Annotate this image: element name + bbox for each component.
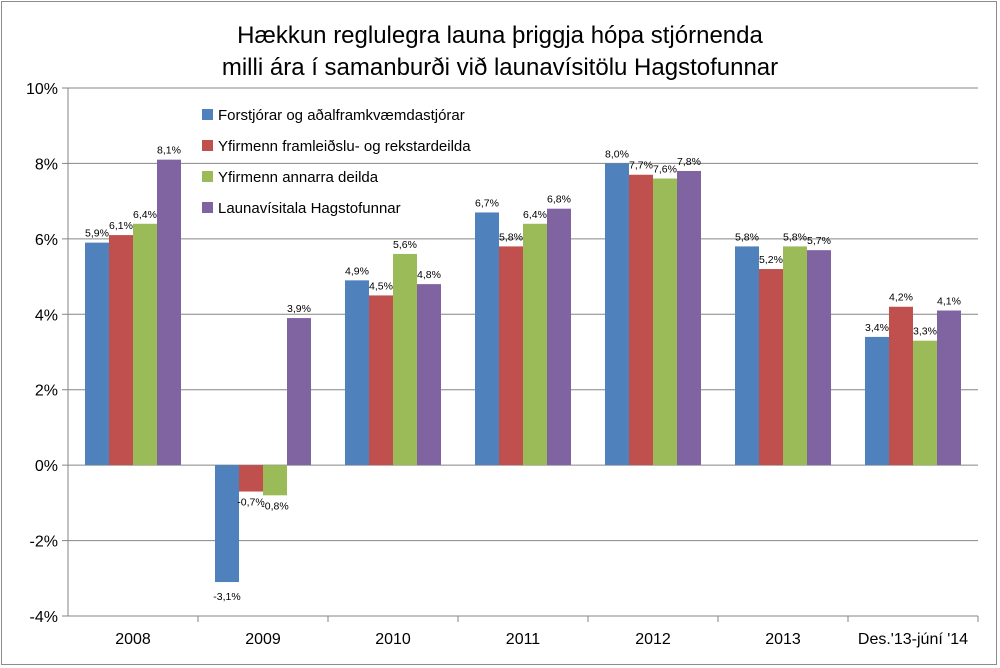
data-label: 6,7%	[475, 197, 499, 209]
bar	[215, 465, 239, 583]
bar	[913, 340, 937, 466]
chart-title-line-1: Hækkun reglulegra launa þriggja hópa stj…	[237, 22, 763, 49]
legend-label: Yfirmenn framleiðslu- og rekstardeilda	[218, 138, 471, 155]
legend-swatch	[202, 202, 213, 213]
bar	[547, 208, 571, 466]
y-tick-label: 8%	[35, 156, 58, 173]
bar	[157, 159, 181, 466]
bar	[889, 306, 913, 466]
data-label: 3,9%	[287, 303, 311, 315]
bar	[783, 246, 807, 466]
data-label: 4,8%	[417, 269, 441, 281]
y-axis-tick-labels: 10% 8% 6% 4% 2% 0% -2% -4%	[26, 81, 58, 626]
y-tick-label: -4%	[30, 609, 58, 626]
data-label: 4,1%	[937, 296, 961, 308]
y-tick-label: -2%	[30, 534, 58, 551]
legend-swatch	[202, 140, 213, 151]
data-label: 8,0%	[605, 148, 629, 160]
y-tick-label: 2%	[35, 383, 58, 400]
bar	[133, 223, 157, 466]
data-label: -0,7%	[237, 497, 264, 509]
x-category-label: 2009	[245, 631, 281, 648]
bar	[677, 170, 701, 466]
data-label: 5,8%	[499, 231, 523, 243]
x-category-label: 2008	[115, 631, 151, 648]
bar	[345, 280, 369, 466]
data-label: 4,9%	[345, 265, 369, 277]
data-label: -0,8%	[261, 500, 288, 512]
bar	[807, 250, 831, 466]
data-label: 5,7%	[807, 235, 831, 247]
chart-title: Hækkun reglulegra launa þriggja hópa stj…	[0, 20, 1000, 84]
legend-label: Forstjórar og aðalframkvæmdastjórar	[218, 107, 465, 124]
legend-swatch	[202, 171, 213, 182]
data-label: 7,6%	[653, 164, 677, 176]
bar	[109, 235, 133, 466]
y-tick-label: 0%	[35, 458, 58, 475]
bar	[239, 465, 263, 492]
data-label: 6,8%	[547, 194, 571, 206]
data-label: 4,5%	[369, 280, 393, 292]
data-label: -3,1%	[213, 591, 240, 603]
x-category-label: 2013	[765, 631, 801, 648]
legend: Forstjórar og aðalframkvæmdastjórar Yfirm…	[202, 107, 471, 217]
bar	[653, 178, 677, 466]
chart-title-line-2: milli ára í samanburði við launavísitölu…	[221, 54, 779, 81]
data-label: 5,9%	[85, 228, 109, 240]
data-label: 6,1%	[109, 220, 133, 232]
y-tick-label: 6%	[35, 232, 58, 249]
bar	[287, 318, 311, 466]
x-category-label: 2010	[375, 631, 411, 648]
data-label: 7,7%	[629, 160, 653, 172]
data-label: 5,6%	[393, 239, 417, 251]
data-label: 4,2%	[889, 292, 913, 304]
data-label: 3,4%	[865, 322, 889, 334]
data-labels: 5,9%6,1%6,4%8,1%-3,1%-0,7%-0,8%3,9%4,9%4…	[85, 145, 961, 603]
data-label: 5,8%	[783, 231, 807, 243]
bar	[85, 242, 109, 466]
x-category-label: 2011	[506, 631, 541, 648]
y-tick-label: 4%	[35, 307, 58, 324]
bar	[263, 465, 287, 496]
bars	[85, 159, 961, 583]
bar	[523, 223, 547, 466]
data-label: 6,4%	[523, 209, 547, 221]
data-label: 5,8%	[735, 231, 759, 243]
bar	[475, 212, 499, 466]
data-label: 3,3%	[913, 326, 937, 338]
y-tick-label: 10%	[26, 81, 58, 98]
bar	[369, 295, 393, 466]
bar	[393, 253, 417, 466]
bar	[629, 174, 653, 466]
legend-label: Yfirmenn annarra deilda	[218, 169, 379, 186]
bar	[759, 269, 783, 466]
bar	[735, 246, 759, 466]
legend-label: Launavísitala Hagstofunnar	[218, 200, 401, 217]
bar	[499, 246, 523, 466]
legend-swatch	[202, 109, 213, 120]
x-category-label: 2012	[635, 631, 671, 648]
x-axis-category-labels: 2008 2009 2010 2011 2012 2013 Des.'13-júní '14	[115, 631, 968, 648]
data-label: 6,4%	[133, 209, 157, 221]
bar	[605, 163, 629, 466]
bar	[417, 284, 441, 466]
bar	[937, 310, 961, 466]
bar	[865, 336, 889, 466]
data-label: 7,8%	[677, 156, 701, 168]
x-category-label: Des.'13-júní '14	[858, 631, 968, 648]
data-label: 8,1%	[157, 145, 181, 157]
data-label: 5,2%	[759, 254, 783, 266]
